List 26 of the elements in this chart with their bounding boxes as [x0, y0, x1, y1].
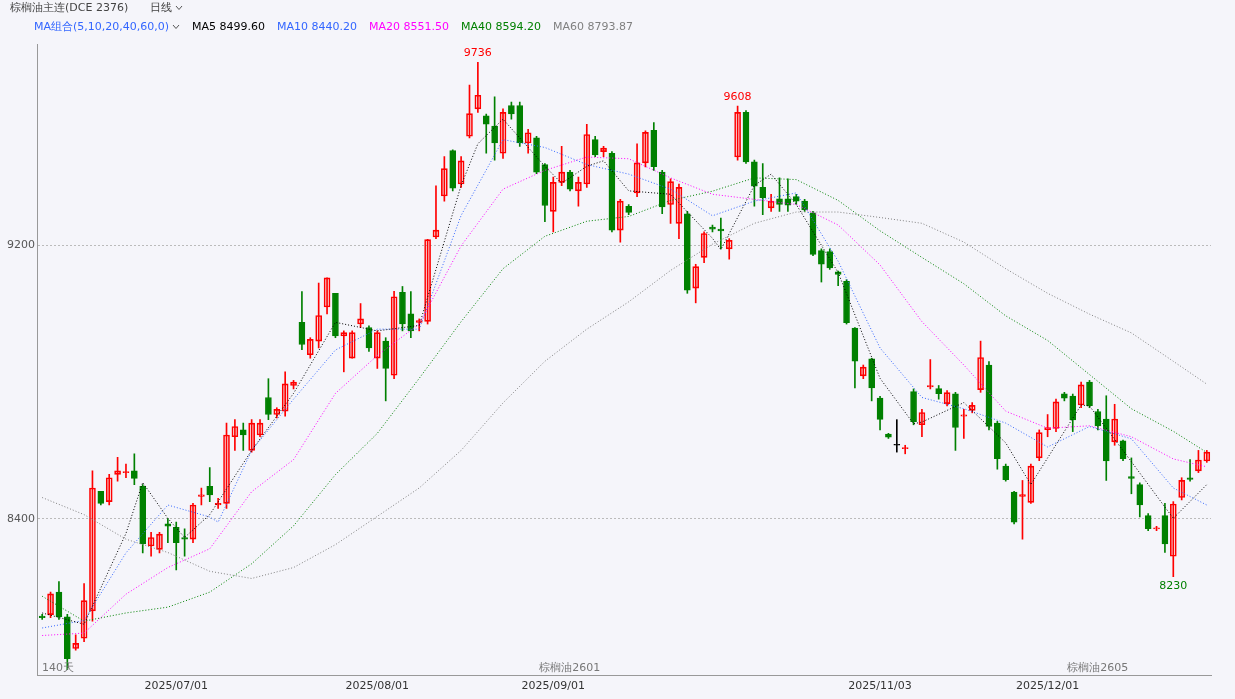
chart-title: 棕榈油主连(DCE 2376)	[10, 1, 129, 14]
x-tick-label: 2025/09/01	[521, 679, 585, 693]
text: MA10 8440.20	[277, 20, 358, 33]
x-tick-label: 2025/11/03	[848, 679, 912, 693]
annotation: 棕榈油2601	[539, 661, 601, 675]
annotation: 棕榈油2605	[1067, 661, 1129, 675]
annotation: 8230	[1159, 579, 1188, 593]
candlestick	[206, 467, 214, 502]
annotation: 140天	[41, 661, 74, 675]
line-series	[41, 211, 1208, 579]
x-tick-label: 2025/12/01	[1015, 679, 1080, 693]
candlestick	[893, 419, 901, 453]
candlestick	[1186, 459, 1194, 482]
candlestick	[164, 518, 172, 543]
text: MA60 8793.87	[553, 20, 634, 33]
legend-title: MA组合(5,10,20,40,60,0)	[34, 20, 170, 33]
text: MA5 8499.60	[192, 20, 266, 33]
x-tick-label: 2025/08/01	[345, 679, 410, 693]
annotation: 9608	[723, 89, 752, 103]
text: MA40 8594.20	[461, 20, 542, 33]
x-tick-label: 2025/07/01	[144, 679, 208, 693]
chart-subtitle: 日线	[150, 1, 173, 14]
y-tick-label: 8400	[6, 511, 35, 525]
y-tick-label: 9200	[6, 238, 35, 252]
text: MA20 8551.50	[369, 20, 450, 33]
annotation: 9736	[463, 45, 492, 59]
